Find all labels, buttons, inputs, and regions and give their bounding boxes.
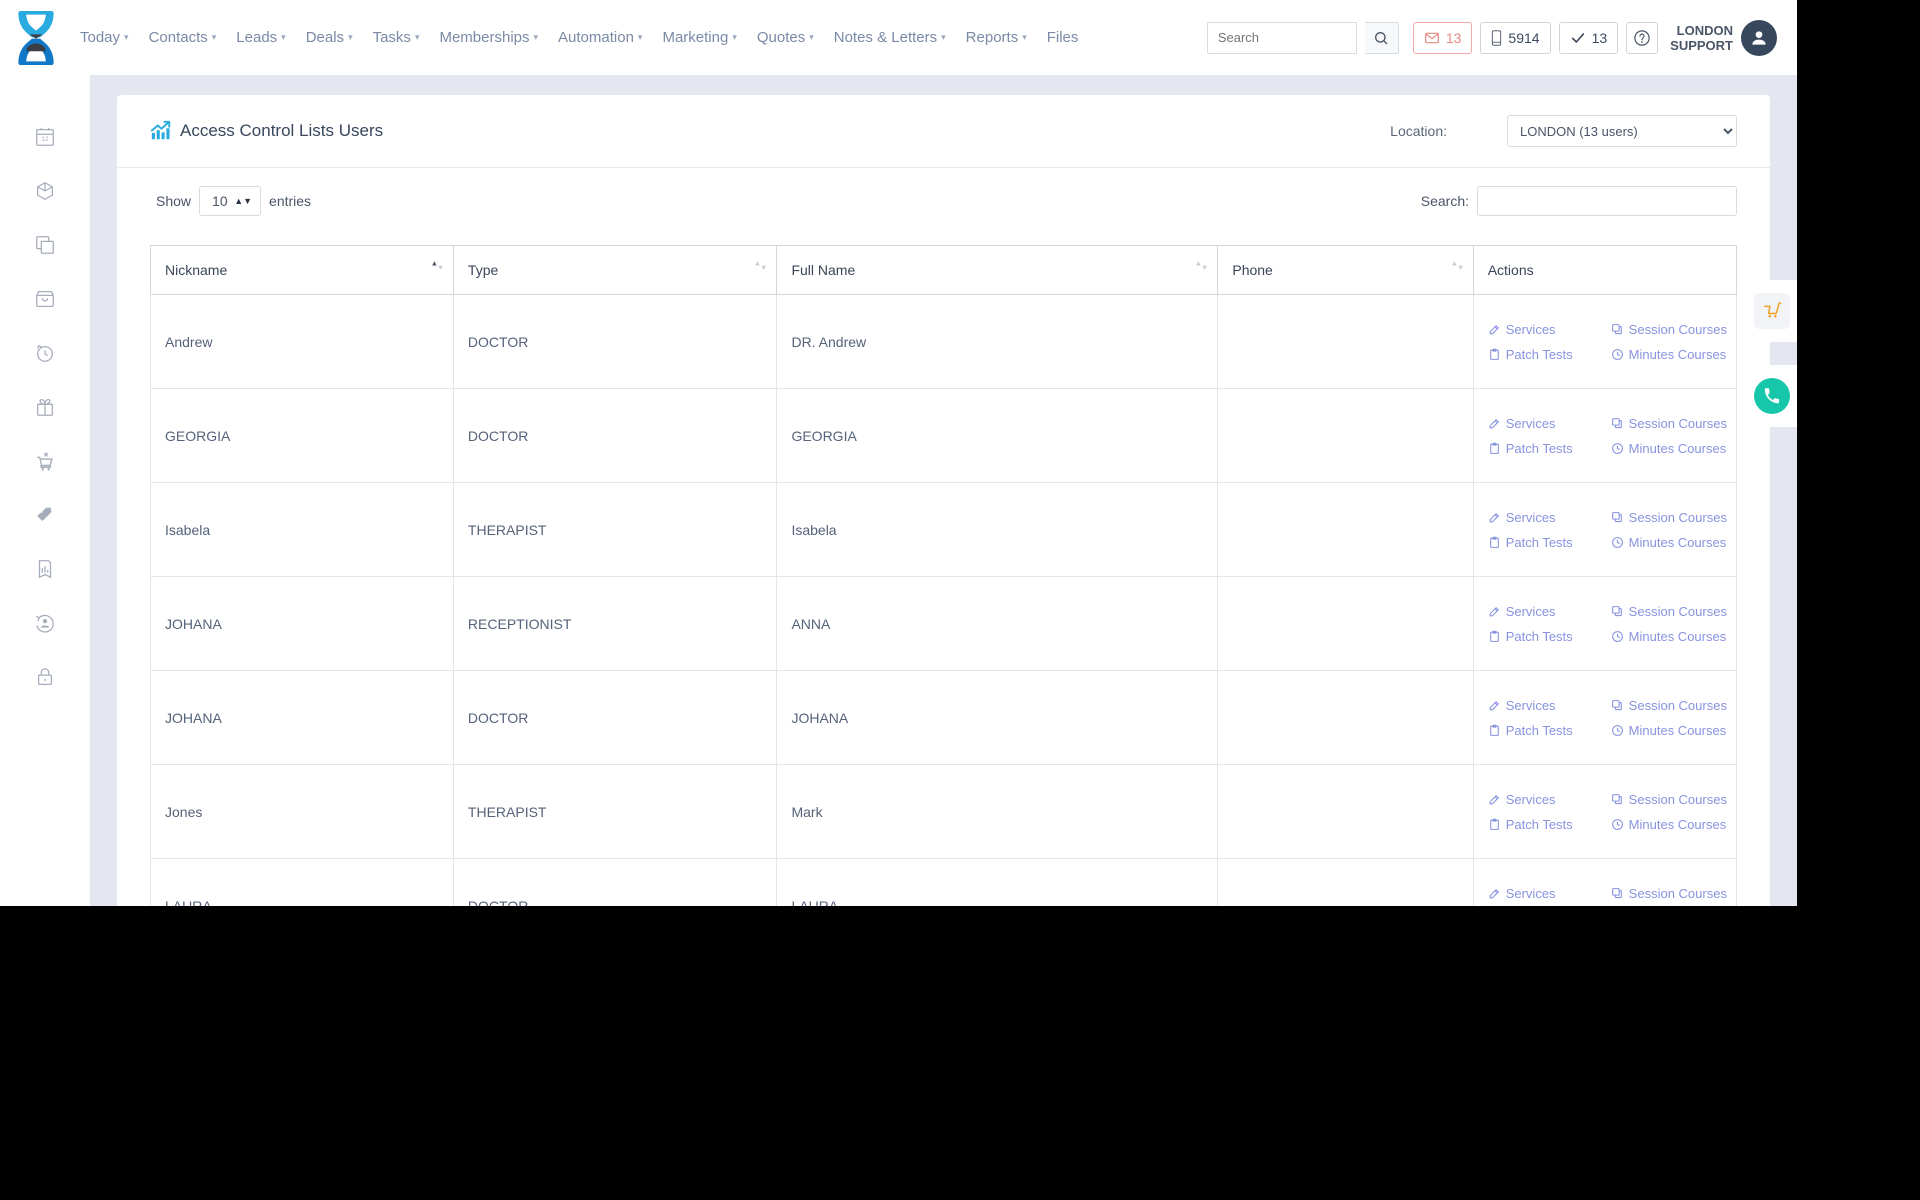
svg-text:12: 12 [41,136,49,143]
